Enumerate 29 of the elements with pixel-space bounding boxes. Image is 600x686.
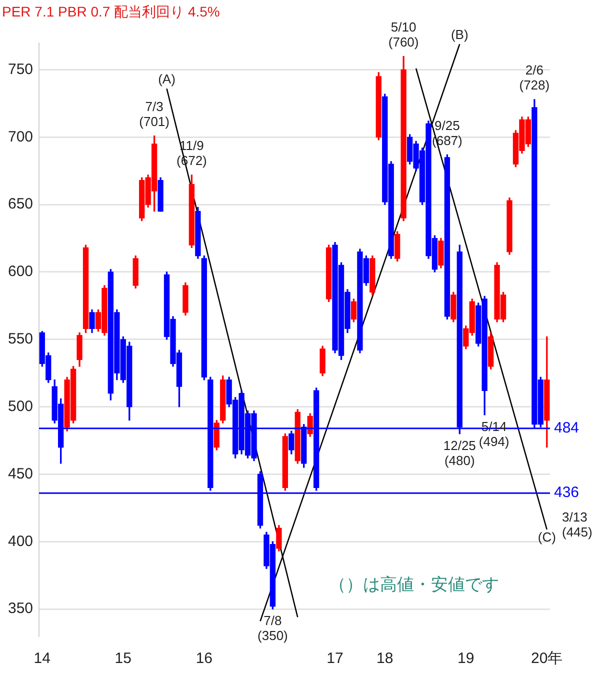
series-label: (A) — [158, 72, 176, 87]
text: 2/6 (728) — [519, 62, 550, 92]
x-tick-label: 14 — [34, 650, 50, 668]
text: 3/13 (445) — [562, 510, 592, 540]
ref-line-label: 436 — [554, 484, 580, 502]
x-tick-label: 16 — [196, 650, 212, 668]
x-tick-label: 20年 — [531, 650, 563, 668]
annotation: （）は高値・安値です — [328, 574, 499, 594]
text: 12/25 (480) — [443, 438, 476, 468]
x-tick-label: 15 — [114, 650, 132, 668]
y-tick-label: 550 — [8, 330, 34, 348]
text: 5/10 (760) — [388, 19, 419, 50]
series-label: (B) — [450, 27, 468, 42]
x-tick-label: 17 — [326, 650, 344, 668]
x-tick-label: 18 — [376, 650, 394, 668]
text: 7/8 (350) — [258, 613, 288, 644]
chart-title: PER 7.1 PBR 0.7 配当利回り 4.5% — [2, 3, 220, 20]
ref-line-label: 484 — [554, 420, 580, 437]
y-tick-label: 350 — [8, 600, 34, 618]
x-tick-label: 19 — [458, 650, 474, 668]
y-tick-label: 450 — [8, 465, 34, 482]
y-tick-label: 500 — [8, 398, 34, 415]
y-tick-label: 750 — [8, 60, 34, 78]
text: 7/3 (701) — [139, 98, 170, 129]
y-tick-label: 600 — [8, 263, 34, 280]
y-tick-label: 650 — [8, 196, 34, 213]
y-tick-label: 700 — [8, 128, 34, 146]
series-label: (C) — [538, 530, 556, 545]
y-tick-label: 400 — [8, 532, 34, 550]
